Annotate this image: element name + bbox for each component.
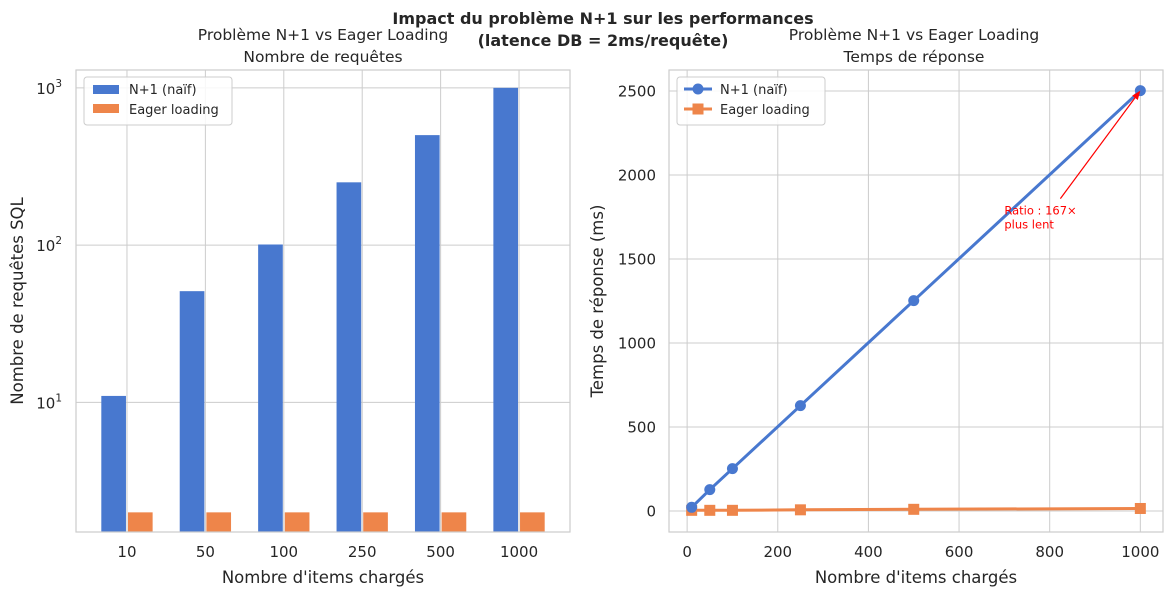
bar-eager (206, 512, 232, 532)
point-eager (726, 504, 738, 516)
bar-x-tick-label: 10 (117, 543, 136, 561)
line-y-tick-label: 500 (627, 419, 656, 437)
bar-n1 (179, 291, 205, 532)
line-chart-x-ticks: 0 200 400 600 800 1000 (682, 543, 1159, 561)
bar-chart-x-label: Nombre d'items chargés (222, 568, 424, 587)
bar-chart-title-line1: Problème N+1 vs Eager Loading (198, 26, 449, 44)
point-n1 (726, 463, 738, 475)
line-chart-series (686, 85, 1146, 516)
line-legend-eager-label: Eager loading (720, 103, 810, 118)
bar-eager (284, 512, 310, 532)
line-chart-annotation: Ratio : 167× plus lent (1004, 90, 1141, 232)
ratio-annotation-line2: plus lent (1004, 218, 1054, 232)
line-y-tick-label: 0 (646, 503, 656, 521)
point-eager (908, 503, 920, 515)
bar-eager (363, 512, 388, 532)
point-eager (704, 504, 716, 516)
bar-y-tick-label: 103 (36, 78, 62, 98)
bar-legend-n1-swatch (93, 85, 119, 94)
line-x-tick-label: 400 (854, 543, 883, 561)
bar-legend-eager-label: Eager loading (129, 103, 219, 118)
bar-n1 (414, 135, 440, 532)
bar-y-tick-label: 102 (36, 235, 62, 255)
line-chart-y-ticks: 0 500 1000 1500 2000 2500 (618, 83, 656, 521)
line-chart-title-line1: Problème N+1 vs Eager Loading (789, 26, 1040, 44)
line-x-tick-label: 200 (763, 543, 792, 561)
line-y-tick-label: 2500 (618, 83, 656, 101)
bar-chart-x-ticks: 10 50 100 250 500 1000 (117, 543, 538, 561)
bar-chart-bars (101, 87, 545, 533)
line-x-tick-label: 800 (1035, 543, 1064, 561)
bar-x-tick-label: 100 (269, 543, 298, 561)
bar-legend-box (83, 76, 233, 126)
bar-y-tick-label: 101 (36, 392, 62, 412)
line-legend-box (676, 76, 826, 126)
bar-legend-n1-label: N+1 (naïf) (129, 83, 197, 98)
line-chart-frame (668, 69, 1164, 533)
bar-legend-eager-swatch (93, 104, 119, 113)
ratio-annotation-line1: Ratio : 167× (1004, 204, 1076, 218)
bar-chart-grid (76, 70, 570, 532)
line-x-tick-label: 0 (682, 543, 692, 561)
line-chart-title-line2: Temps de réponse (843, 48, 985, 66)
line-chart-legend: N+1 (naïf) Eager loading (676, 76, 826, 126)
point-n1 (686, 501, 698, 513)
response-time-line-chart: Problème N+1 vs Eager Loading Temps de r… (588, 26, 1164, 587)
ratio-arrow (1059, 97, 1136, 199)
bar-n1 (493, 87, 519, 532)
figure-title-line2: (latence DB = 2ms/requête) (478, 31, 729, 50)
bar-chart-legend: N+1 (naïf) Eager loading (83, 76, 233, 126)
line-x-tick-label: 600 (945, 543, 974, 561)
line-x-tick-label: 1000 (1121, 543, 1159, 561)
point-n1 (704, 484, 716, 496)
bar-chart-y-ticks: 101 102 103 (36, 78, 62, 413)
bar-x-tick-label: 50 (196, 543, 215, 561)
line-y-tick-label: 2000 (618, 167, 656, 185)
bar-eager (520, 512, 545, 532)
bar-eager (127, 512, 153, 532)
figure-title-line1: Impact du problème N+1 sur les performan… (392, 9, 813, 28)
point-eager (794, 504, 806, 516)
line-chart-y-label: Temps de réponse (ms) (588, 205, 607, 399)
bar-eager (441, 512, 467, 532)
point-n1 (908, 295, 920, 307)
bar-chart-title-line2: Nombre de requêtes (243, 48, 402, 66)
bar-x-tick-label: 500 (426, 543, 455, 561)
bar-n1 (101, 395, 126, 532)
bar-chart-frame (75, 69, 571, 533)
line-chart-x-label: Nombre d'items chargés (815, 568, 1017, 587)
line-legend-eager-marker (692, 103, 704, 115)
bar-n1 (258, 244, 283, 533)
bar-chart-y-label: Nombre de requêtes SQL (8, 196, 27, 404)
queries-bar-chart: Problème N+1 vs Eager Loading Nombre de … (8, 26, 571, 587)
line-y-tick-label: 1000 (618, 335, 656, 353)
point-eager (1134, 502, 1146, 514)
line-legend-n1-marker (692, 83, 704, 95)
ratio-arrow-head (1132, 90, 1141, 100)
line-legend-n1-label: N+1 (naïf) (720, 83, 788, 98)
bar-n1 (336, 182, 362, 532)
point-n1 (794, 400, 806, 412)
bar-x-tick-label: 250 (348, 543, 377, 561)
bar-x-tick-label: 1000 (500, 543, 538, 561)
line-y-tick-label: 1500 (618, 251, 656, 269)
